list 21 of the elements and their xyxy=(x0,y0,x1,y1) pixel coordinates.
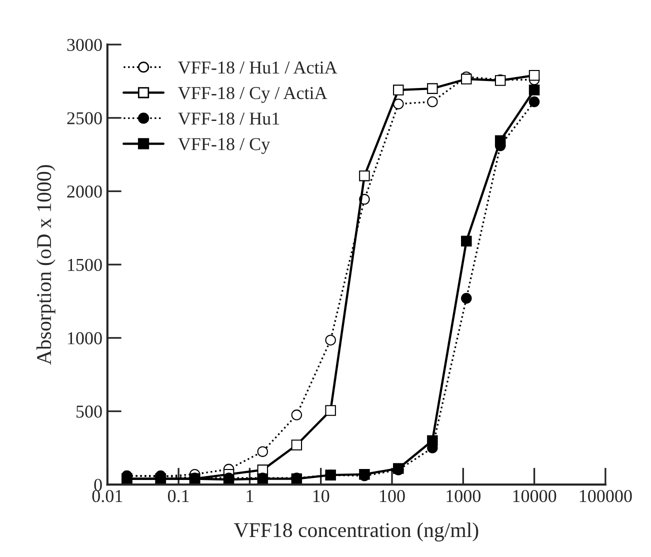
y-tick-label: 0 xyxy=(94,478,102,492)
x-axis-title: VFF18 concentration (ng/ml) xyxy=(234,522,478,542)
x-tick-label: 0.01 xyxy=(92,490,122,502)
y-axis-title: Absorption (oD x 1000) xyxy=(36,165,56,365)
y-tick-label: 3000 xyxy=(67,38,102,51)
legend-label: VFF-18 / Hu1 xyxy=(178,112,280,125)
x-tick-label: 10 xyxy=(313,490,330,502)
x-tick-label: 100 xyxy=(380,490,405,502)
y-tick-label: 500 xyxy=(76,406,102,418)
legend-label: VFF-18 / Hu1 / ActiA xyxy=(178,61,338,74)
y-tick-label: 2000 xyxy=(67,185,102,198)
y-tick-label: 1000 xyxy=(68,332,102,344)
x-tick-label: 1000 xyxy=(446,490,481,502)
y-tick-label: 2500 xyxy=(67,112,102,124)
legend-label: VFF-18 / Cy xyxy=(178,138,270,154)
x-tick-label: 100000 xyxy=(580,490,632,502)
x-tick-label: 0.1 xyxy=(168,490,189,502)
y-tick-label: 1500 xyxy=(68,258,102,272)
x-tick-label: 1 xyxy=(246,490,254,502)
legend-label: VFF-18 / Cy / ActiA xyxy=(178,86,328,103)
x-tick-label: 10000 xyxy=(513,490,556,502)
